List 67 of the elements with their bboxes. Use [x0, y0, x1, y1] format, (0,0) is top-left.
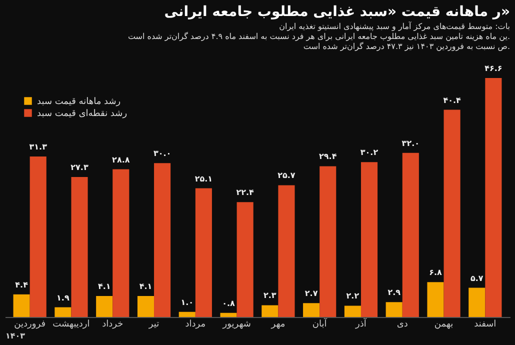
data-label: ۴۶.۶ — [484, 64, 502, 73]
bar — [154, 163, 171, 317]
data-label: ۱.۰ — [180, 298, 194, 307]
bar — [137, 296, 154, 317]
x-tick-label: دی — [396, 320, 408, 330]
chart-subtitle: بات: متوسط قیمت‌های مرکز آمار و سبد پیشنهادی انستیتو تغذیه ایران — [279, 21, 510, 31]
bar — [195, 188, 212, 317]
x-tick-label: تیر — [148, 320, 160, 330]
data-label: ۴.۱ — [98, 282, 111, 291]
data-label: ۰.۸ — [222, 298, 236, 308]
text: ص نسبت به فروردین ۱۴۰۳ نیز ۴۷.۳ درصد گران‌تر شده است. — [303, 41, 510, 51]
bar — [220, 312, 237, 317]
data-label: ۱.۹ — [56, 293, 70, 302]
data-label: ۴۰.۴ — [443, 96, 462, 105]
bar — [344, 306, 361, 317]
legend-label: رشد ماهانه قیمت سبد — [37, 97, 121, 107]
bar — [54, 307, 72, 317]
bar — [178, 312, 196, 317]
bar — [320, 166, 336, 317]
bar — [485, 78, 502, 317]
bar — [236, 202, 254, 317]
bar — [112, 169, 130, 317]
data-label: ۲۲.۴ — [236, 188, 254, 198]
data-label: ۲.۹ — [388, 288, 401, 298]
bar — [360, 162, 378, 317]
data-label: ۶.۸ — [429, 268, 442, 278]
data-label: ۲.۲ — [346, 292, 360, 301]
data-label: ۳۱.۳ — [29, 142, 48, 152]
data-label: ۲۸.۸ — [112, 155, 130, 164]
bar — [262, 305, 278, 317]
data-label: ۲۵.۷ — [278, 171, 296, 180]
data-label: ۵.۷ — [470, 274, 484, 283]
bar — [386, 302, 402, 317]
x-tick-label: شهریور — [222, 320, 251, 330]
bar — [468, 288, 486, 317]
bar — [427, 282, 444, 317]
data-label: ۲۷.۳ — [70, 162, 88, 172]
data-label: ۲۹.۴ — [319, 152, 337, 162]
bar — [303, 303, 320, 317]
data-label: ۴.۱ — [139, 282, 152, 291]
bar — [278, 185, 295, 317]
bar — [30, 156, 46, 317]
x-tick-label: اردیبهشت — [52, 320, 90, 330]
bar — [13, 294, 30, 317]
data-label: ۳۰.۰ — [153, 149, 172, 158]
x-tick-label: مهر — [270, 320, 286, 330]
data-label: ۴.۴ — [15, 280, 28, 290]
x-tick-label: اسفند — [474, 320, 496, 330]
x-tick-label: بهمن — [434, 320, 454, 330]
bar — [96, 296, 113, 317]
x-tick-label: خرداد — [102, 320, 124, 330]
x-axis-title: ۱۴۰۳ — [6, 332, 26, 340]
data-label: ۲.۳ — [264, 291, 276, 300]
data-label: ۳۲.۰ — [402, 138, 420, 148]
data-label: ۲.۷ — [304, 289, 318, 298]
text: ین ماه هزینه تامین سبد غذایی مطلوب جامعه ایرانی برای هر فرد نسبت به اسفند ماه ۴.۹ درصد گران‌تر شده است. — [128, 31, 510, 41]
data-label: ۳۰.۲ — [360, 148, 378, 158]
chart-title: ر ماهانه قیمت «سبد غذایی مطلوب جامعه ایرانی» — [164, 4, 510, 20]
x-tick-label: فروردین — [14, 320, 46, 330]
bar — [402, 152, 419, 317]
data-label: ۲۵.۱ — [194, 174, 213, 184]
x-tick-label: آذر — [354, 318, 367, 330]
bar — [71, 176, 88, 317]
legend-label: رشد نقطه‌ای قیمت سبد — [37, 109, 128, 119]
x-tick-label: آبان — [312, 318, 328, 330]
x-tick-label: مرداد — [185, 320, 206, 330]
bar — [444, 110, 460, 317]
